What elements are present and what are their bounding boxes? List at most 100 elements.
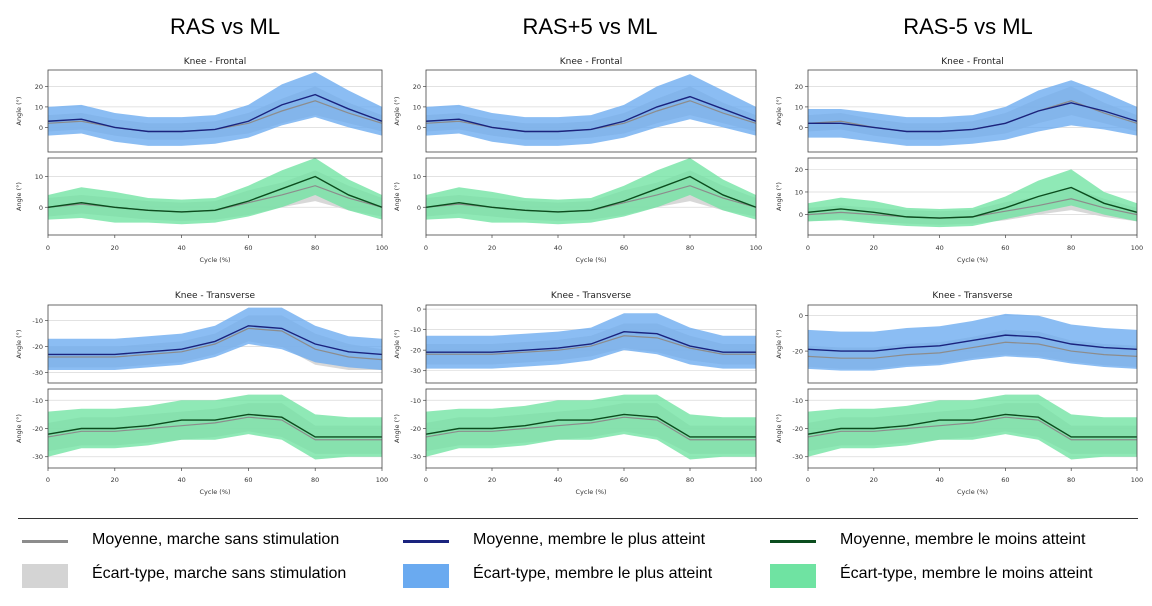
y-tick-label: 0 bbox=[799, 211, 803, 219]
y-tick-label: -30 bbox=[32, 369, 43, 377]
x-tick-label: 100 bbox=[1131, 476, 1143, 484]
sd-band-least-affected bbox=[426, 394, 756, 460]
x-tick-label: 80 bbox=[686, 244, 694, 252]
y-axis-label: Angle (°) bbox=[15, 330, 23, 359]
x-tick-label: 20 bbox=[488, 244, 496, 252]
x-tick-label: 20 bbox=[111, 476, 119, 484]
sd-band-least-affected bbox=[426, 158, 756, 225]
x-tick-label: 20 bbox=[488, 476, 496, 484]
y-tick-label: 0 bbox=[799, 124, 803, 132]
sd-band-least-affected bbox=[48, 158, 382, 225]
y-tick-label: 0 bbox=[417, 124, 421, 132]
x-axis-label: Cycle (%) bbox=[957, 256, 988, 264]
knee-angle-charts: Knee - Frontal 0 10 20 Angle (°) 0 10 Angle (°)… bbox=[15, 57, 1143, 496]
x-tick-label: 60 bbox=[244, 244, 252, 252]
mean-line-most-affected bbox=[807, 334, 1138, 352]
y-tick-label: -10 bbox=[410, 397, 421, 405]
y-tick-label: 0 bbox=[417, 204, 421, 212]
y-tick-label: 10 bbox=[413, 103, 421, 111]
x-tick-label: 40 bbox=[935, 244, 943, 252]
sd-band-most-affected bbox=[48, 72, 382, 146]
mean-line-no-stim bbox=[426, 335, 756, 355]
x-tick-label: 100 bbox=[376, 244, 388, 252]
legend-divider bbox=[18, 518, 1138, 519]
y-tick-label: -10 bbox=[32, 397, 43, 405]
y-tick-label: -30 bbox=[32, 453, 43, 461]
plot-frame bbox=[47, 304, 383, 384]
mean-line-no-stim bbox=[48, 327, 383, 361]
y-axis-label: Angle (°) bbox=[775, 97, 783, 126]
x-tick-label: 40 bbox=[177, 476, 185, 484]
plot-frame bbox=[425, 157, 757, 236]
x-tick-label: 100 bbox=[750, 476, 762, 484]
x-tick-label: 40 bbox=[177, 244, 185, 252]
mean-line-no-stim bbox=[425, 416, 756, 441]
x-axis-label: Cycle (%) bbox=[957, 488, 988, 496]
mean-line-most-affected bbox=[425, 95, 757, 133]
mean-line-least-affected bbox=[425, 413, 756, 438]
x-tick-label: 100 bbox=[750, 244, 762, 252]
plot-frame bbox=[47, 69, 383, 153]
y-tick-label: -30 bbox=[410, 367, 421, 375]
legend-label: Écart-type, membre le plus atteint bbox=[473, 565, 713, 582]
legend-label: Écart-type, membre le moins atteint bbox=[840, 565, 1093, 582]
y-tick-label: 20 bbox=[35, 83, 43, 91]
mean-line-least-affected bbox=[807, 186, 1138, 219]
x-tick-label: 80 bbox=[311, 244, 319, 252]
x-tick-label: 40 bbox=[554, 476, 562, 484]
x-tick-label: 60 bbox=[244, 476, 252, 484]
y-tick-label: 0 bbox=[417, 306, 421, 314]
column-title-ras-minus-5: RAS-5 vs ML bbox=[903, 14, 1033, 39]
y-axis-label: Angle (°) bbox=[393, 414, 401, 443]
x-tick-label: 80 bbox=[1067, 476, 1075, 484]
x-axis-label: Cycle (%) bbox=[575, 488, 606, 496]
y-tick-label: 20 bbox=[795, 166, 803, 174]
mean-line-most-affected bbox=[48, 325, 383, 356]
y-tick-label: 10 bbox=[35, 173, 43, 181]
x-tick-label: 20 bbox=[111, 244, 119, 252]
y-tick-label: -30 bbox=[792, 453, 803, 461]
y-tick-label: 10 bbox=[35, 103, 43, 111]
plot-frame bbox=[47, 157, 383, 236]
legend-line-swatch bbox=[770, 540, 816, 543]
legend-band-swatch bbox=[22, 564, 68, 588]
panel-title-frontal: Knee - Frontal bbox=[560, 57, 622, 67]
x-tick-label: 0 bbox=[424, 476, 428, 484]
x-axis-label: Cycle (%) bbox=[575, 256, 606, 264]
sd-band-most-affected bbox=[426, 313, 756, 369]
legend-line-swatch bbox=[403, 540, 449, 543]
legend-label: Moyenne, membre le plus atteint bbox=[473, 531, 706, 548]
sd-band-least-affected bbox=[808, 394, 1137, 460]
x-tick-label: 100 bbox=[1131, 244, 1143, 252]
column-title-ras-plus-5: RAS+5 vs ML bbox=[522, 14, 658, 39]
sd-band-least-affected bbox=[808, 169, 1137, 228]
mean-line-least-affected bbox=[807, 413, 1137, 438]
y-tick-label: 10 bbox=[795, 103, 803, 111]
x-tick-label: 100 bbox=[376, 476, 388, 484]
y-axis-label: Angle (°) bbox=[393, 182, 401, 211]
y-axis-label: Angle (°) bbox=[775, 182, 783, 211]
sd-band-most-affected bbox=[426, 74, 756, 146]
y-tick-label: -20 bbox=[410, 347, 421, 355]
x-tick-label: 80 bbox=[311, 476, 319, 484]
sd-band-least-affected bbox=[48, 394, 382, 460]
y-tick-label: -20 bbox=[792, 348, 803, 356]
legend-label: Moyenne, marche sans stimulation bbox=[92, 531, 340, 548]
mean-line-least-affected bbox=[425, 175, 757, 213]
x-axis-label: Cycle (%) bbox=[199, 256, 230, 264]
sd-band-most-affected bbox=[48, 307, 382, 370]
x-tick-label: 60 bbox=[620, 476, 628, 484]
x-tick-label: 0 bbox=[46, 476, 50, 484]
plot-frame bbox=[425, 304, 757, 384]
mean-line-no-stim bbox=[47, 416, 382, 441]
x-tick-label: 80 bbox=[686, 476, 694, 484]
legend-band-swatch bbox=[770, 564, 816, 588]
x-tick-label: 20 bbox=[870, 476, 878, 484]
y-tick-label: 0 bbox=[799, 312, 803, 320]
y-axis-label: Angle (°) bbox=[775, 330, 783, 359]
x-tick-label: 0 bbox=[806, 476, 810, 484]
y-tick-label: 0 bbox=[39, 204, 43, 212]
mean-line-no-stim bbox=[807, 416, 1137, 441]
panel-title-frontal: Knee - Frontal bbox=[941, 57, 1003, 67]
y-tick-label: 20 bbox=[413, 83, 421, 91]
